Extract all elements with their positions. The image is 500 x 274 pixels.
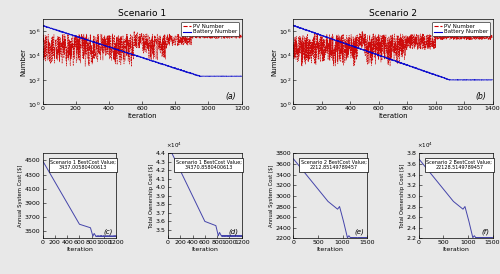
Text: (a): (a) — [225, 92, 235, 101]
X-axis label: Iteration: Iteration — [192, 247, 218, 252]
Text: Scenario 2 BestCost Value;
2212.85149789457: Scenario 2 BestCost Value; 2212.85149789… — [301, 159, 367, 170]
X-axis label: Iteration: Iteration — [378, 113, 408, 119]
Legend: PV Number, Battery Number: PV Number, Battery Number — [432, 22, 490, 36]
X-axis label: Iteration: Iteration — [317, 247, 344, 252]
X-axis label: Iteration: Iteration — [66, 247, 93, 252]
Legend: PV Number, Battery Number: PV Number, Battery Number — [182, 22, 239, 36]
Y-axis label: Number: Number — [272, 48, 278, 76]
X-axis label: Iteration: Iteration — [128, 113, 157, 119]
Text: (c): (c) — [104, 229, 114, 235]
Text: $\times10^{4}$: $\times10^{4}$ — [166, 141, 182, 150]
Y-axis label: Annual System Cost [$]: Annual System Cost [$] — [18, 165, 24, 227]
Text: (f): (f) — [482, 229, 490, 235]
Text: (b): (b) — [476, 92, 486, 101]
Text: (e): (e) — [354, 229, 364, 235]
Text: (d): (d) — [228, 229, 238, 235]
Y-axis label: Total Ownership Cost [$]: Total Ownership Cost [$] — [400, 164, 406, 228]
Y-axis label: Annual System Cost [$]: Annual System Cost [$] — [269, 165, 274, 227]
Text: $\times10^{4}$: $\times10^{4}$ — [418, 141, 433, 150]
Text: Scenario 2 BestCost Value;
22128.5149789457: Scenario 2 BestCost Value; 22128.5149789… — [426, 159, 492, 170]
Y-axis label: Total Ownership Cost [$]: Total Ownership Cost [$] — [150, 164, 154, 228]
Text: Scenario 1 BestCost Value;
3437.00580400613: Scenario 1 BestCost Value; 3437.00580400… — [50, 159, 116, 170]
X-axis label: Iteration: Iteration — [442, 247, 469, 252]
Title: Scenario 1: Scenario 1 — [118, 9, 166, 18]
Title: Scenario 2: Scenario 2 — [369, 9, 417, 18]
Y-axis label: Number: Number — [20, 48, 26, 76]
Text: Scenario 1 BestCost Value;
34370.8580400613: Scenario 1 BestCost Value; 34370.8580400… — [176, 159, 242, 170]
